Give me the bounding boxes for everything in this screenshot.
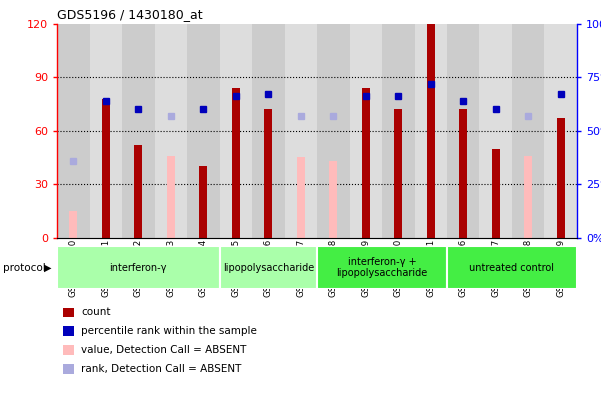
Bar [134,145,142,238]
Bar [57,246,219,289]
Bar [317,24,350,238]
Bar [57,24,90,238]
Bar [232,88,240,238]
Bar [102,99,110,238]
Text: ▶: ▶ [44,263,51,273]
Bar [122,24,154,238]
Bar [200,166,207,238]
Text: GDS5196 / 1430180_at: GDS5196 / 1430180_at [57,8,203,21]
Bar [154,24,187,238]
Text: percentile rank within the sample: percentile rank within the sample [81,326,257,336]
Bar [252,24,284,238]
Text: value, Detection Call = ABSENT: value, Detection Call = ABSENT [81,345,246,355]
Text: protocol: protocol [3,263,46,273]
Text: interferon-γ +
lipopolysaccharide: interferon-γ + lipopolysaccharide [337,257,428,278]
Bar [545,24,577,238]
Bar [480,24,512,238]
Bar [382,24,415,238]
Bar [512,24,545,238]
Bar [187,24,219,238]
Bar [329,161,337,238]
Bar [447,24,480,238]
Text: lipopolysaccharide: lipopolysaccharide [222,263,314,273]
Bar [317,246,447,289]
Text: interferon-γ: interferon-γ [109,263,167,273]
Bar [492,149,500,238]
Bar [459,109,468,238]
Bar [427,24,435,238]
Bar [90,24,122,238]
Text: count: count [81,307,111,318]
Bar [557,118,565,238]
Bar [297,158,305,238]
Bar [362,88,370,238]
Bar [350,24,382,238]
Bar [264,109,272,238]
Bar [166,156,175,238]
Bar [394,109,402,238]
Bar [524,156,532,238]
Bar [219,246,317,289]
Bar [219,24,252,238]
Bar [447,246,577,289]
Text: rank, Detection Call = ABSENT: rank, Detection Call = ABSENT [81,364,242,374]
Bar [69,211,78,238]
Bar [284,24,317,238]
Bar [415,24,447,238]
Text: untreated control: untreated control [469,263,555,273]
